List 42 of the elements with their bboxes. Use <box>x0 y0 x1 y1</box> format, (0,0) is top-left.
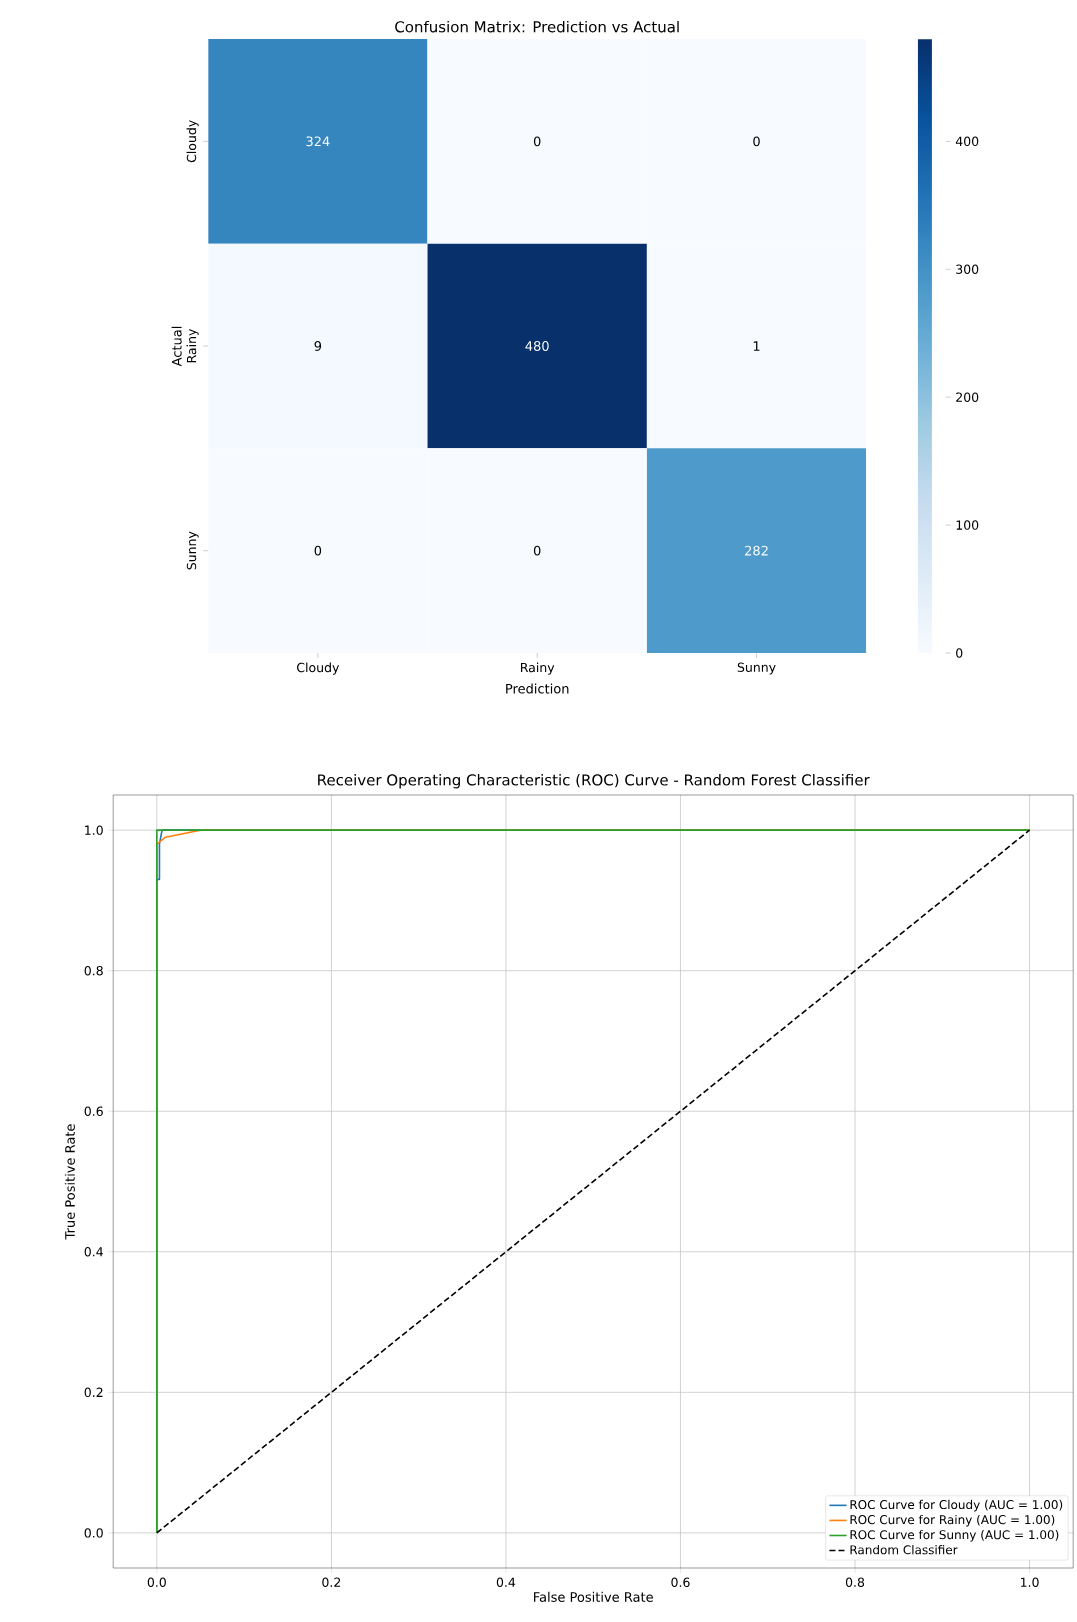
x-tick-label: 0.4 <box>496 1577 516 1587</box>
color-bar-label: 0 <box>956 648 963 658</box>
color-bar-label: 300 <box>956 264 979 274</box>
color-bar-label: 200 <box>956 392 979 402</box>
x-tick-label: 0.8 <box>845 1577 865 1587</box>
color-bar-label: 100 <box>956 520 979 530</box>
chart-title: Confusion Matrix: Prediction vs Actual <box>395 20 679 33</box>
data-label: 282 <box>744 545 768 556</box>
x-axis-title: False Positive Rate <box>533 1591 653 1602</box>
y-tick-label: Rainy <box>186 328 199 363</box>
legend-label: ROC Curve for Rainy (AUC = 1.00) <box>850 1514 1055 1527</box>
data-label: 0 <box>533 545 541 556</box>
x-tick-label: 0.6 <box>671 1577 690 1587</box>
y-tick-label: Sunny <box>186 531 199 570</box>
x-tick-label: 0.2 <box>322 1577 340 1587</box>
y-tick-label: 1.0 <box>85 825 103 835</box>
y-tick-label: 0.2 <box>84 1387 103 1398</box>
y-tick-label: 0.0 <box>84 1528 103 1538</box>
color-bar-label: 400 <box>955 136 979 147</box>
x-tick-label: Cloudy <box>296 662 339 675</box>
x-tick-label: Sunny <box>737 662 776 675</box>
legend-label: Random Classifier <box>850 1545 958 1555</box>
x-axis-title: Prediction <box>506 683 569 694</box>
y-tick-label: 0.8 <box>84 965 103 976</box>
data-label: 0 <box>314 545 322 556</box>
legend-label: ROC Curve for Cloudy (AUC = 1.00) <box>850 1499 1063 1512</box>
data-label: 9 <box>314 341 321 351</box>
x-tick-label: 0.0 <box>147 1577 166 1587</box>
y-tick-label: Cloudy <box>186 120 199 163</box>
data-label: 1 <box>753 341 760 351</box>
data-label: 0 <box>533 136 541 147</box>
legend-label: ROC Curve for Sunny (AUC = 1.00) <box>850 1529 1059 1542</box>
y-tick-label: 0.4 <box>84 1247 103 1257</box>
data-label: 324 <box>306 136 330 147</box>
x-tick-label: Rainy <box>520 662 555 675</box>
y-axis-title: Actual <box>171 326 182 367</box>
data-label: 480 <box>525 341 549 351</box>
x-tick-label: 1.0 <box>1020 1577 1039 1587</box>
data-label: 0 <box>753 136 760 147</box>
y-tick-label: 0.6 <box>84 1106 103 1116</box>
chart-title: Receiver Operating Characteristic (ROC) Curve - Random Forest Classifier <box>318 773 870 789</box>
y-axis-title: True Positive Rate <box>64 1124 75 1240</box>
